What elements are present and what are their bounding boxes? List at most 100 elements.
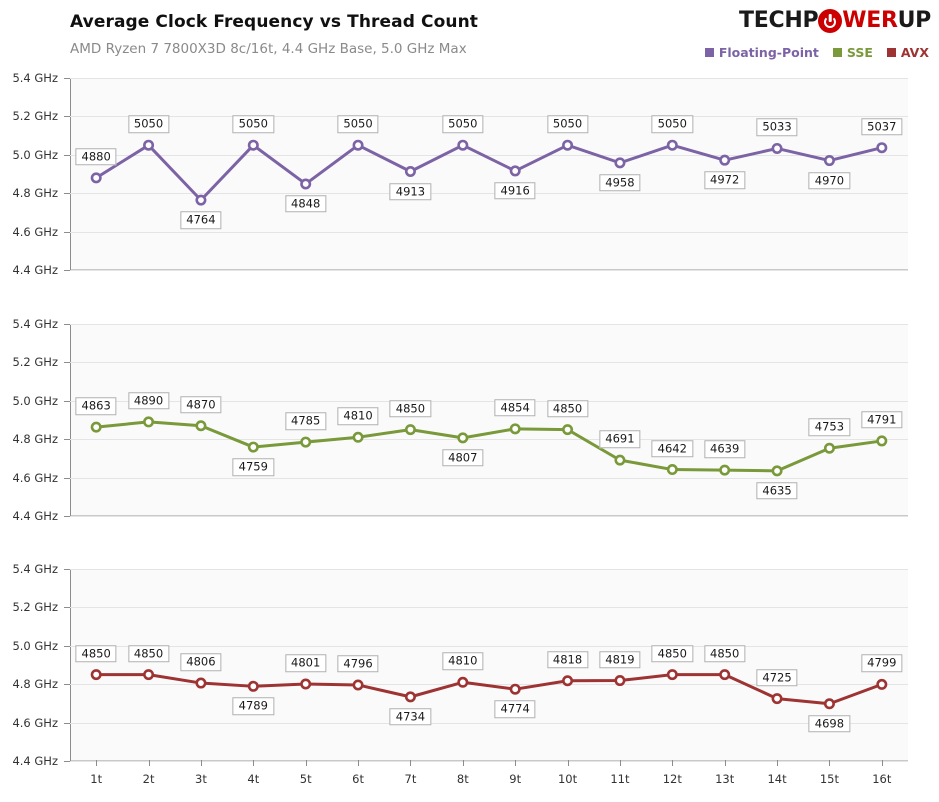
plot-area — [70, 78, 908, 270]
x-axis: 1t 2t 3t 4t 5t 6t 7t 8t 9t 10t 11t 12t 13t 14t 15t 16t — [0, 760, 939, 802]
y-axis-label: 4.8 GHz — [12, 432, 58, 447]
gridline — [70, 400, 908, 402]
y-axis-tick — [64, 362, 70, 364]
y-axis-label: 5.0 GHz — [12, 147, 58, 162]
x-axis-tick — [568, 760, 569, 766]
y-axis-tick — [64, 477, 70, 479]
logo-text-part2: WER — [842, 8, 898, 33]
logo-text-part1: TECHP — [739, 8, 819, 33]
data-point-label: 4642 — [651, 439, 693, 458]
gridline — [70, 324, 908, 325]
techpowerup-logo: TECHP WER UP — [739, 9, 931, 33]
data-point-label: 4806 — [180, 653, 222, 671]
data-point-label: 4850 — [75, 644, 117, 663]
series-line-sse — [90, 416, 888, 477]
y-axis-label: 4.4 GHz — [12, 263, 58, 277]
y-axis-tick — [64, 439, 70, 441]
y-axis-line — [70, 569, 71, 761]
series-line-avx — [90, 669, 888, 710]
y-axis-tick — [64, 645, 70, 647]
data-point-label: 4818 — [546, 650, 589, 669]
x-axis-label: 9t — [509, 772, 522, 786]
y-axis-tick — [64, 231, 70, 233]
x-axis-label: 15t — [819, 772, 840, 786]
gridline — [70, 193, 908, 195]
x-axis-tick — [515, 760, 516, 766]
data-point-label: 4970 — [808, 171, 851, 190]
y-axis-line — [70, 78, 71, 270]
data-point-label: 5037 — [861, 117, 903, 136]
legend-item-avx[interactable]: AVX — [886, 45, 929, 60]
logo-text-part3: UP — [897, 8, 932, 33]
y-axis-tick — [64, 761, 70, 762]
x-axis-tick — [829, 760, 830, 766]
legend-item-sse[interactable]: SSE — [832, 45, 873, 60]
data-point-label: 4850 — [704, 644, 746, 663]
x-axis-tick — [463, 760, 464, 766]
gridline — [70, 270, 908, 271]
y-axis-tick — [64, 116, 70, 118]
data-point-label: 5033 — [756, 118, 798, 137]
data-point-label: 4850 — [389, 399, 432, 418]
y-axis-label: 4.6 GHz — [12, 470, 58, 485]
y-axis-label: 4.6 GHz — [12, 224, 58, 239]
gridline — [70, 569, 908, 570]
x-axis-label: 6t — [352, 772, 364, 786]
data-point-label: 4854 — [494, 399, 536, 417]
x-axis-label: 4t — [247, 772, 260, 786]
data-point-label: 4870 — [180, 396, 222, 414]
x-axis-tick — [672, 760, 673, 766]
x-axis-tick — [777, 760, 778, 766]
page-subtitle: AMD Ryzen 7 7800X3D 8c/16t, 4.4 GHz Base… — [70, 41, 467, 57]
x-axis-label: 1t — [90, 772, 103, 786]
y-axis-tick — [64, 607, 70, 609]
x-axis-tick — [358, 760, 359, 766]
data-point-label: 4791 — [861, 411, 903, 429]
x-axis-label: 8t — [456, 772, 469, 786]
data-point-label: 5050 — [651, 115, 693, 133]
data-point-label: 4848 — [285, 195, 327, 213]
data-point-label: 4725 — [756, 668, 798, 687]
y-axis-tick — [64, 516, 70, 517]
data-point-label: 5050 — [232, 115, 274, 133]
y-axis-tick — [64, 78, 70, 79]
data-point-label: 4635 — [756, 482, 798, 500]
y-axis-label: 5.4 GHz — [12, 71, 58, 85]
x-axis-tick — [725, 760, 726, 766]
data-point-label: 4764 — [180, 211, 222, 229]
y-axis-tick — [64, 400, 70, 402]
legend-item-floating-point[interactable]: Floating-Point — [704, 45, 819, 60]
y-axis-label: 4.4 GHz — [12, 509, 58, 523]
legend-label: Floating-Point — [718, 45, 819, 60]
y-axis-label: 4.4 GHz — [12, 754, 58, 768]
y-axis-tick — [64, 569, 70, 570]
gridline — [70, 722, 908, 724]
data-point-label: 4880 — [75, 148, 117, 166]
data-point-label: 4850 — [546, 399, 589, 418]
legend-swatch-icon — [832, 48, 842, 57]
legend-swatch-icon — [886, 48, 896, 57]
gridline — [70, 645, 908, 647]
y-axis-label: 4.8 GHz — [12, 186, 58, 201]
data-point-label: 4913 — [389, 182, 432, 201]
gridline — [70, 362, 908, 364]
x-axis-tick — [201, 760, 202, 766]
data-point-label: 4972 — [704, 171, 746, 189]
x-axis-label: 10t — [557, 772, 578, 786]
data-point-label: 4796 — [337, 655, 379, 673]
gridline — [70, 154, 908, 156]
x-axis-label: 16t — [872, 772, 892, 786]
data-point-label: 4807 — [442, 449, 484, 467]
gridline — [70, 439, 908, 441]
data-point-label: 4639 — [704, 440, 746, 458]
x-axis-label: 7t — [404, 772, 417, 786]
y-axis-label: 5.0 GHz — [12, 393, 58, 408]
data-point-label: 4863 — [75, 397, 117, 415]
legend-swatch-icon — [704, 48, 714, 57]
y-axis-label: 4.6 GHz — [12, 715, 58, 730]
data-point-label: 4810 — [337, 407, 379, 426]
gridline — [70, 477, 908, 479]
data-point-label: 4691 — [599, 430, 641, 448]
data-point-label: 4799 — [861, 654, 903, 673]
